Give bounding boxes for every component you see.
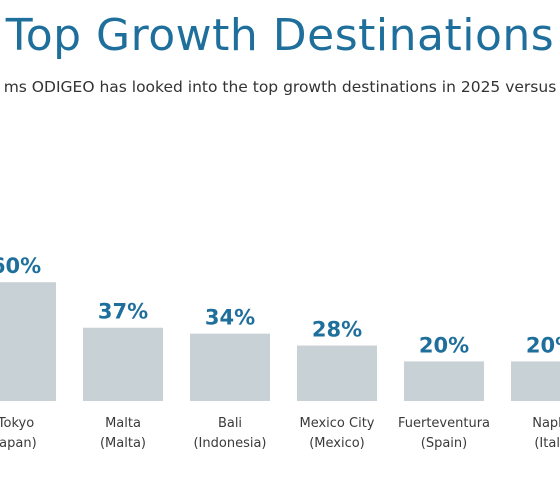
bar-3 xyxy=(297,345,377,401)
category-label-2-line-0: Bali xyxy=(218,416,242,431)
bar-value-label-4: 20% xyxy=(419,333,469,357)
category-label-5-line-0: Naple xyxy=(532,416,560,431)
bar-value-label-1: 37% xyxy=(98,300,148,324)
bar-2 xyxy=(190,333,270,401)
category-label-4-line-0: Fuerteventura xyxy=(398,416,490,431)
category-label-1-line-0: Malta xyxy=(105,416,141,431)
category-label-0-line-0: Tokyo xyxy=(0,416,34,431)
category-label-3-line-1: (Mexico) xyxy=(309,436,365,451)
category-label-4-line-1: (Spain) xyxy=(421,436,467,451)
category-label-2-line-1: (Indonesia) xyxy=(193,436,266,451)
page-subtitle: ms ODIGEO has looked into the top growth… xyxy=(3,78,557,96)
category-label-0-line-1: Japan) xyxy=(0,436,37,451)
bar-value-label-0: 60% xyxy=(0,254,41,278)
bar-value-label-2: 34% xyxy=(205,306,255,330)
bar-value-label-5: 20% xyxy=(526,333,560,357)
bar-4 xyxy=(404,361,484,401)
category-label-5-line-1: (Italy xyxy=(534,436,560,451)
bar-1 xyxy=(83,327,163,401)
category-label-3-line-0: Mexico City xyxy=(299,416,374,431)
bar-value-label-3: 28% xyxy=(312,318,362,342)
bar-0 xyxy=(0,282,56,401)
bar-5 xyxy=(511,361,560,401)
page-title: Top Growth Destinations xyxy=(5,10,555,61)
category-label-1-line-1: (Malta) xyxy=(100,436,146,451)
